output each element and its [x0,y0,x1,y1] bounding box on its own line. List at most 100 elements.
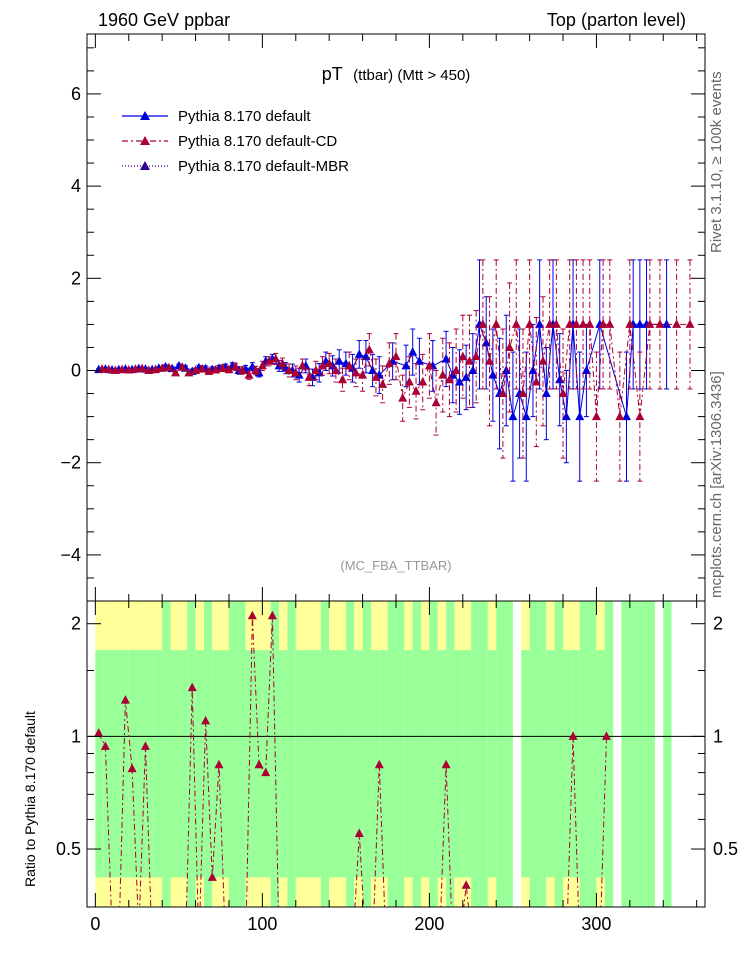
main-data-point [371,372,381,381]
main-data-point [438,370,448,379]
main-data-point [124,365,134,374]
ratio-ytick-label-left: 2 [71,614,81,634]
ratio-y-label: Ratio to Pythia 8.170 default [22,711,38,887]
main-data-point [164,362,174,372]
ratio-band-green [304,650,313,878]
main-data-point [411,386,421,395]
main-data-point [662,319,672,328]
main-data-point [304,372,314,381]
main-data-point [404,377,414,386]
ratio-band-green [588,601,597,907]
ratio-data-point [140,741,150,750]
ratio-band-green [621,601,630,907]
ratio-band-green [387,601,396,907]
main-data-point [414,356,424,365]
plot-title-main: pT [322,64,343,84]
main-data-point [558,388,568,398]
legend-entry-cd: Pythia 8.170 default-CD [122,133,337,150]
main-data-point [471,351,481,361]
plot-title-sub: (ttbar) (Mtt > 450) [353,67,470,84]
main-data-point [237,365,247,375]
main-data-point [518,388,528,398]
main-data-point [635,411,645,421]
ratio-band-green [170,650,179,878]
main-data-point [117,364,127,374]
main-data-point [521,411,531,421]
ratio-band-green [362,601,371,907]
ratio-band-green [370,650,380,878]
header-left: 1960 GeV ppbar [98,10,230,30]
ratio-data-point [601,731,611,740]
main-data-point [491,319,501,328]
ratio-band-green [454,650,463,878]
ratio-band-green [320,601,330,907]
main-data-point [224,364,234,374]
ratio-band-green [354,650,363,878]
ratio-band-green [629,601,639,907]
legend-marker-default-icon [140,111,150,120]
ratio-data-point [267,610,277,620]
ratio-band-green [295,650,305,878]
main-data-point [565,319,575,328]
ratio-band-green [412,601,422,907]
main-data-point [184,367,194,377]
main-data-point [297,360,307,370]
main-data-point [244,370,254,379]
ratio-ytick-label-right: 1 [713,726,723,746]
ratio-band-green [128,650,138,878]
main-data-point [625,319,635,328]
main-data-point [284,365,294,375]
legend-label-default: Pythia 8.170 default [178,108,311,125]
main-data-point [578,319,588,328]
ratio-band-green [212,650,221,878]
legend-label-cd: Pythia 8.170 default-CD [178,133,337,150]
main-data-point [424,360,434,370]
main-data-point [204,366,214,375]
ratio-band-green [178,650,188,878]
rivet-label: Rivet 3.1.10, ≥ 100k events [708,71,725,253]
main-data-point [364,344,374,354]
ratio-band-green [563,650,572,878]
ratio-ytick-label-left: 1 [71,726,81,746]
main-data-point [545,319,555,328]
header-right: Top (parton level) [547,10,686,30]
ratio-band-green [153,650,163,878]
ratio-band-green [646,601,655,907]
main-data-point [361,351,371,361]
ratio-band-green [337,650,346,878]
main-data-point [231,361,241,371]
main-data-point [251,365,261,375]
main-data-point [441,353,451,363]
main-data-point [481,337,491,347]
main-data-point [571,319,581,328]
ratio-band-green [237,601,246,907]
ratio-band-green [429,601,438,907]
main-data-point [468,365,478,375]
ratio-band-green [546,650,555,878]
main-data-point [331,365,341,375]
main-data-point [591,411,601,421]
main-data-point [157,363,167,372]
ratio-data-point [127,763,137,773]
main-data-point [561,411,571,421]
main-data-point [655,319,665,328]
ratio-band-green [120,650,129,878]
main-data-point [615,411,625,421]
main-data-point [621,411,631,421]
legend-entry-default: Pythia 8.170 default [122,108,311,125]
main-data-point [137,363,147,373]
main-ytick-label: −2 [60,453,81,473]
main-data-point [575,411,585,421]
ratio-band-green [103,650,113,878]
ratio-data-point [247,610,257,620]
main-data-point [535,319,545,328]
main-data-point [401,360,411,370]
main-data-point [368,365,378,375]
ratio-data-point [94,728,104,737]
ratio-band-green [529,601,538,907]
ratio-band-green [203,601,213,907]
ratio-band-green [521,650,530,878]
main-data-point [444,374,454,384]
ratio-xtick-label: 100 [247,914,277,934]
